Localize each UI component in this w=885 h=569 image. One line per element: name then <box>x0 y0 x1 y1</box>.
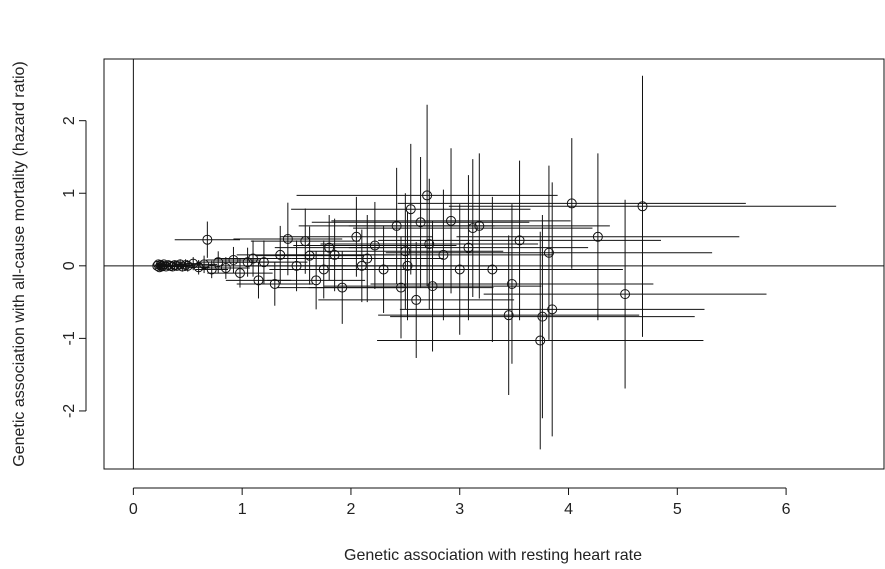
data-point <box>463 242 474 253</box>
data-point <box>446 215 457 226</box>
data-point <box>395 282 406 293</box>
data-point <box>188 258 199 269</box>
data-point <box>202 234 213 245</box>
data-point <box>566 198 577 209</box>
data-point <box>324 242 335 253</box>
data-point <box>311 275 322 286</box>
data-point <box>234 268 245 279</box>
x-axis: 0 1 2 3 4 5 6 <box>129 487 791 518</box>
data-point <box>467 223 478 234</box>
x-tick-label: 1 <box>238 501 247 518</box>
y-tick-label: -1 <box>61 331 78 345</box>
x-tick-label: 5 <box>673 501 682 518</box>
data-point <box>228 255 239 266</box>
y-axis: -2 -1 0 1 2 <box>61 116 87 418</box>
data-point <box>362 253 373 264</box>
data-point <box>213 257 224 268</box>
data-point <box>318 264 329 275</box>
x-tick-label: 4 <box>564 501 573 518</box>
data-point <box>543 247 554 258</box>
data-point <box>337 282 348 293</box>
data-point <box>506 278 517 289</box>
data-point <box>637 201 648 212</box>
data-point <box>242 257 253 268</box>
y-tick-label: 0 <box>61 261 78 270</box>
data-point <box>248 253 259 264</box>
data-point <box>503 310 514 321</box>
data-point <box>329 249 340 260</box>
data-point <box>369 240 380 251</box>
data-point <box>199 259 210 270</box>
data-point <box>253 275 264 286</box>
data-point <box>193 262 204 273</box>
data-point <box>258 257 269 268</box>
data-point <box>400 246 411 257</box>
data-point <box>537 311 548 322</box>
data-point <box>415 217 426 228</box>
y-tick-label: 1 <box>61 189 78 198</box>
data-points <box>152 190 648 346</box>
data-point <box>282 233 293 244</box>
x-tick-label: 6 <box>782 501 791 518</box>
x-tick-label: 3 <box>455 501 464 518</box>
data-point <box>422 190 433 201</box>
data-point <box>300 236 311 247</box>
data-point <box>592 231 603 242</box>
data-point <box>514 235 525 246</box>
data-point <box>405 204 416 215</box>
x-tick-label: 2 <box>346 501 355 518</box>
data-point <box>304 250 315 261</box>
data-point <box>378 264 389 275</box>
data-point <box>427 281 438 292</box>
data-point <box>391 220 402 231</box>
data-point <box>351 231 362 242</box>
data-point <box>474 220 485 231</box>
data-point <box>547 304 558 315</box>
data-point <box>620 289 631 300</box>
data-point <box>206 264 217 275</box>
data-point <box>291 260 302 271</box>
error-bars <box>155 75 837 450</box>
data-point <box>454 264 465 275</box>
data-point <box>182 260 193 271</box>
plot-frame <box>103 58 885 470</box>
data-point <box>411 294 422 305</box>
data-point <box>424 239 435 250</box>
data-point <box>220 262 231 273</box>
data-point <box>167 261 178 272</box>
y-tick-label: -2 <box>61 404 78 418</box>
data-point <box>487 264 498 275</box>
y-tick-label: 2 <box>61 116 78 125</box>
data-point <box>438 249 449 260</box>
data-point <box>275 249 286 260</box>
data-point <box>175 259 186 270</box>
x-axis-title: Genetic association with resting heart r… <box>344 547 642 564</box>
data-point <box>402 260 413 271</box>
x-tick-label: 0 <box>129 501 138 518</box>
data-point <box>269 278 280 289</box>
data-point <box>535 335 546 346</box>
y-axis-title: Genetic association with all-cause morta… <box>11 61 28 467</box>
data-point <box>356 260 367 271</box>
